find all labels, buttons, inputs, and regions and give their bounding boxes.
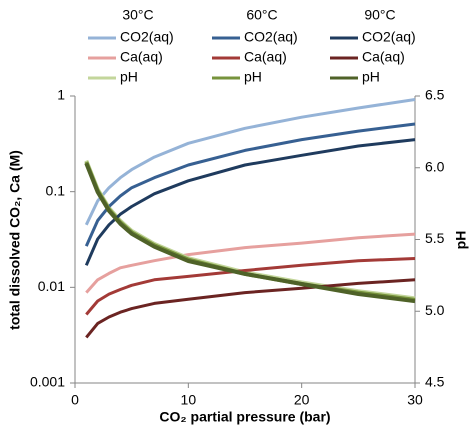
y2-tick-label: 6.0 — [425, 158, 445, 174]
legend-column-title: 60°C — [246, 7, 277, 23]
y-tick-label: 0.01 — [38, 278, 65, 294]
legend-label: pH — [120, 69, 138, 85]
legend-column-title: 90°C — [364, 7, 395, 23]
x-axis-title: CO₂ partial pressure (bar) — [159, 409, 330, 425]
legend-label: pH — [362, 69, 380, 85]
y-tick-label: 0.1 — [46, 182, 66, 198]
y2-tick-label: 4.5 — [425, 374, 445, 390]
x-tick-label: 20 — [294, 392, 310, 408]
series-line — [84, 98, 416, 226]
y2-tick-label: 6.5 — [425, 87, 445, 103]
x-tick-label: 0 — [71, 392, 79, 408]
series-line — [85, 232, 416, 294]
legend-label: Ca(aq) — [120, 49, 163, 65]
legend-label: CO2(aq) — [244, 29, 298, 45]
y2-tick-label: 5.5 — [425, 230, 445, 246]
x-tick-label: 10 — [181, 392, 197, 408]
series-line — [85, 278, 416, 339]
x-tick-label: 30 — [407, 392, 423, 408]
y2-axis-title: pH — [453, 231, 469, 250]
legend-label: CO2(aq) — [120, 29, 174, 45]
y-tick-label: 0.001 — [30, 374, 65, 390]
y2-tick-label: 5.0 — [425, 302, 445, 318]
series-line — [85, 257, 416, 316]
series-line — [84, 138, 416, 266]
series-line — [84, 159, 416, 301]
y-axis-title: total dissolved CO₂, Ca (M) — [7, 150, 23, 330]
series-line — [84, 162, 416, 304]
legend-column-title: 30°C — [122, 7, 153, 23]
y-tick-label: 1 — [57, 87, 65, 103]
legend-label: pH — [244, 69, 262, 85]
legend-label: Ca(aq) — [244, 49, 287, 65]
legend-label: CO2(aq) — [362, 29, 416, 45]
series-line — [84, 122, 416, 247]
legend-label: Ca(aq) — [362, 49, 405, 65]
